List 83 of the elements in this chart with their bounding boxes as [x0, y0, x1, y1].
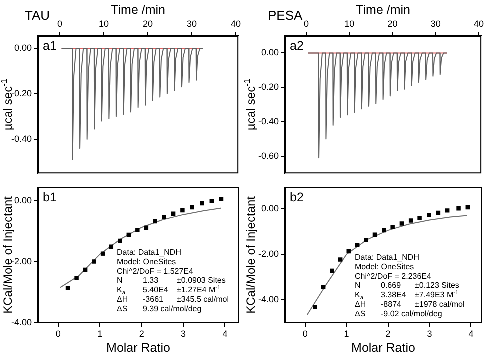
annotation: b2: [290, 190, 304, 204]
point: [400, 222, 404, 226]
y-tick-label: -0.20: [11, 88, 32, 98]
text: N 0.669 ±0.123 Sites: [355, 281, 460, 290]
annotation: a2: [290, 39, 304, 53]
point: [364, 238, 368, 242]
point: [418, 216, 422, 220]
point: [190, 205, 194, 210]
y-tick-label: 0.00: [14, 42, 32, 53]
point: [200, 201, 204, 206]
x-tick-label: 0: [56, 328, 61, 339]
y-tick-label: -4.00: [11, 317, 32, 328]
text: ΔS 9.39 cal/mol/deg: [117, 304, 202, 314]
x-tick-label: 3: [181, 328, 186, 339]
annotation: Chi^2/DoF = 2.236E4: [355, 272, 432, 281]
point: [109, 244, 114, 249]
annotation: a1: [43, 39, 57, 53]
text: ΔS -9.02 cal/mol/deg: [355, 309, 442, 318]
text: ΔH -3661 ±345.5 cal/mol: [117, 295, 229, 304]
chart-title: PESA: [268, 8, 304, 23]
x-tick-label: 30: [430, 19, 441, 30]
text: ΔH -8874 ±1978 cal/mol: [355, 300, 465, 309]
y-tick-label: -2.00: [258, 249, 279, 259]
x-tick-label: 40: [230, 19, 241, 30]
annotation: b1: [43, 190, 57, 204]
y-tick-label: -0.40: [258, 116, 279, 126]
x-axis-title: Time /min: [111, 3, 166, 17]
x-tick-label: 1: [344, 328, 350, 339]
x-tick-label: 4: [468, 328, 474, 339]
point: [390, 225, 395, 230]
point: [153, 219, 158, 224]
point: [427, 213, 432, 218]
y-tick-label: -4.00: [258, 294, 279, 305]
point: [219, 197, 224, 202]
y-axis-title: µcal sec-1: [242, 78, 258, 131]
x-tick-label: 2: [386, 328, 391, 339]
x-tick-label: 0: [57, 19, 63, 30]
y-tick-label: 0.00: [261, 48, 279, 58]
point: [180, 208, 185, 213]
point: [408, 218, 414, 223]
x-axis-title: Molar Ratio: [106, 341, 171, 355]
point: [66, 286, 70, 290]
annotation: Chi^2/DoF = 1.527E4: [117, 266, 194, 276]
y-tick-label: 0.00: [261, 203, 279, 214]
x-tick-label: 30: [186, 19, 197, 30]
text: N 1.33 ±0.0903 Sites: [117, 276, 226, 286]
point: [330, 268, 334, 274]
y-tick-label: -0.40: [11, 134, 32, 144]
x-axis-title: Molar Ratio: [352, 341, 416, 355]
x-tick-label: 10: [344, 19, 355, 30]
point: [456, 206, 461, 211]
point: [92, 260, 96, 264]
point: [74, 276, 79, 280]
point: [338, 258, 343, 262]
x-tick-label: 0: [304, 19, 310, 30]
x-tick-label: 20: [388, 19, 398, 30]
annotation: Data: Data1_NDH: [117, 248, 182, 257]
y-tick-label: -0.60: [258, 150, 279, 161]
annotation: Data: Data1_NDH: [355, 253, 420, 262]
annotation: Model: OneSites: [117, 257, 176, 266]
point: [118, 238, 122, 244]
y-tick-label: -2.00: [11, 256, 32, 267]
annotation: Model: OneSites: [355, 262, 414, 272]
x-tick-label: 4: [222, 328, 228, 339]
point: [100, 252, 106, 256]
point: [162, 215, 166, 220]
y-tick-label: 0.00: [14, 196, 32, 206]
x-tick-label: 20: [142, 19, 153, 30]
point: [136, 228, 140, 232]
x-axis-title: Time /min: [356, 3, 411, 17]
x-tick-label: 2: [139, 328, 144, 339]
y-tick-label: -0.20: [258, 82, 279, 92]
x-tick-label: 0: [302, 328, 308, 339]
point: [346, 249, 351, 254]
chart-title: TAU: [25, 8, 50, 23]
y-axis-title: KCal/Mole of Injectant: [244, 196, 258, 314]
point: [355, 243, 360, 248]
x-tick-label: 3: [427, 328, 432, 339]
point: [445, 208, 450, 213]
x-tick-label: 1: [98, 328, 103, 339]
x-tick-label: 40: [474, 19, 484, 30]
point: [313, 305, 318, 310]
x-tick-label: 10: [98, 19, 109, 30]
